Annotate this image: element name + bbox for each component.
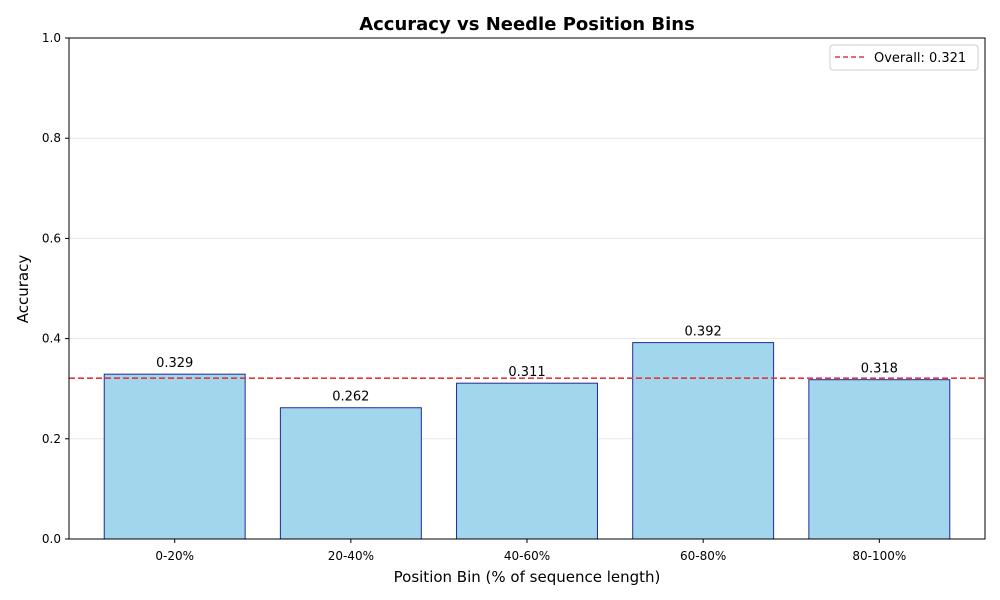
y-tick-label: 0.6 <box>42 231 61 245</box>
y-tick-label: 0.0 <box>42 532 61 546</box>
y-tick-label: 0.4 <box>42 332 61 346</box>
legend-entry-overall: Overall: 0.321 <box>874 51 966 66</box>
x-tick-label: 0-20% <box>155 549 194 563</box>
legend: Overall: 0.321 <box>829 44 979 71</box>
bar-20-40% <box>279 407 422 540</box>
bar-value-label: 0.262 <box>332 390 369 405</box>
y-axis-ticks: 0.0 0.2 0.4 0.6 0.8 1.0 <box>42 31 69 546</box>
x-tick-label: 80-100% <box>852 549 906 563</box>
bar-value-label: 0.392 <box>685 325 722 340</box>
y-tick-label: 1.0 <box>42 31 61 45</box>
legend-box <box>829 44 979 71</box>
bar-value-label: 0.329 <box>156 356 193 371</box>
chart-title: Accuracy vs Needle Position Bins <box>359 14 695 35</box>
y-axis-title: Accuracy <box>14 255 32 324</box>
x-axis-title: Position Bin (% of sequence length) <box>394 568 661 586</box>
bar-0-20% <box>103 373 246 540</box>
data-labels: 0.329 0.262 0.311 0.392 0.318 <box>156 325 898 405</box>
x-tick-label: 20-40% <box>328 549 374 563</box>
bars <box>103 342 951 540</box>
x-axis-ticks: 0-20% 20-40% 40-60% 60-80% 80-100% <box>155 539 906 563</box>
bar-60-80% <box>632 342 775 540</box>
x-tick-label: 60-80% <box>680 549 726 563</box>
bar-40-60% <box>456 382 598 540</box>
x-tick-label: 40-60% <box>504 549 550 563</box>
y-tick-label: 0.8 <box>42 131 61 145</box>
y-tick-label: 0.2 <box>42 432 61 446</box>
bar-value-label: 0.311 <box>508 365 545 380</box>
bar-80-100% <box>808 379 951 540</box>
bar-value-label: 0.318 <box>861 362 898 377</box>
